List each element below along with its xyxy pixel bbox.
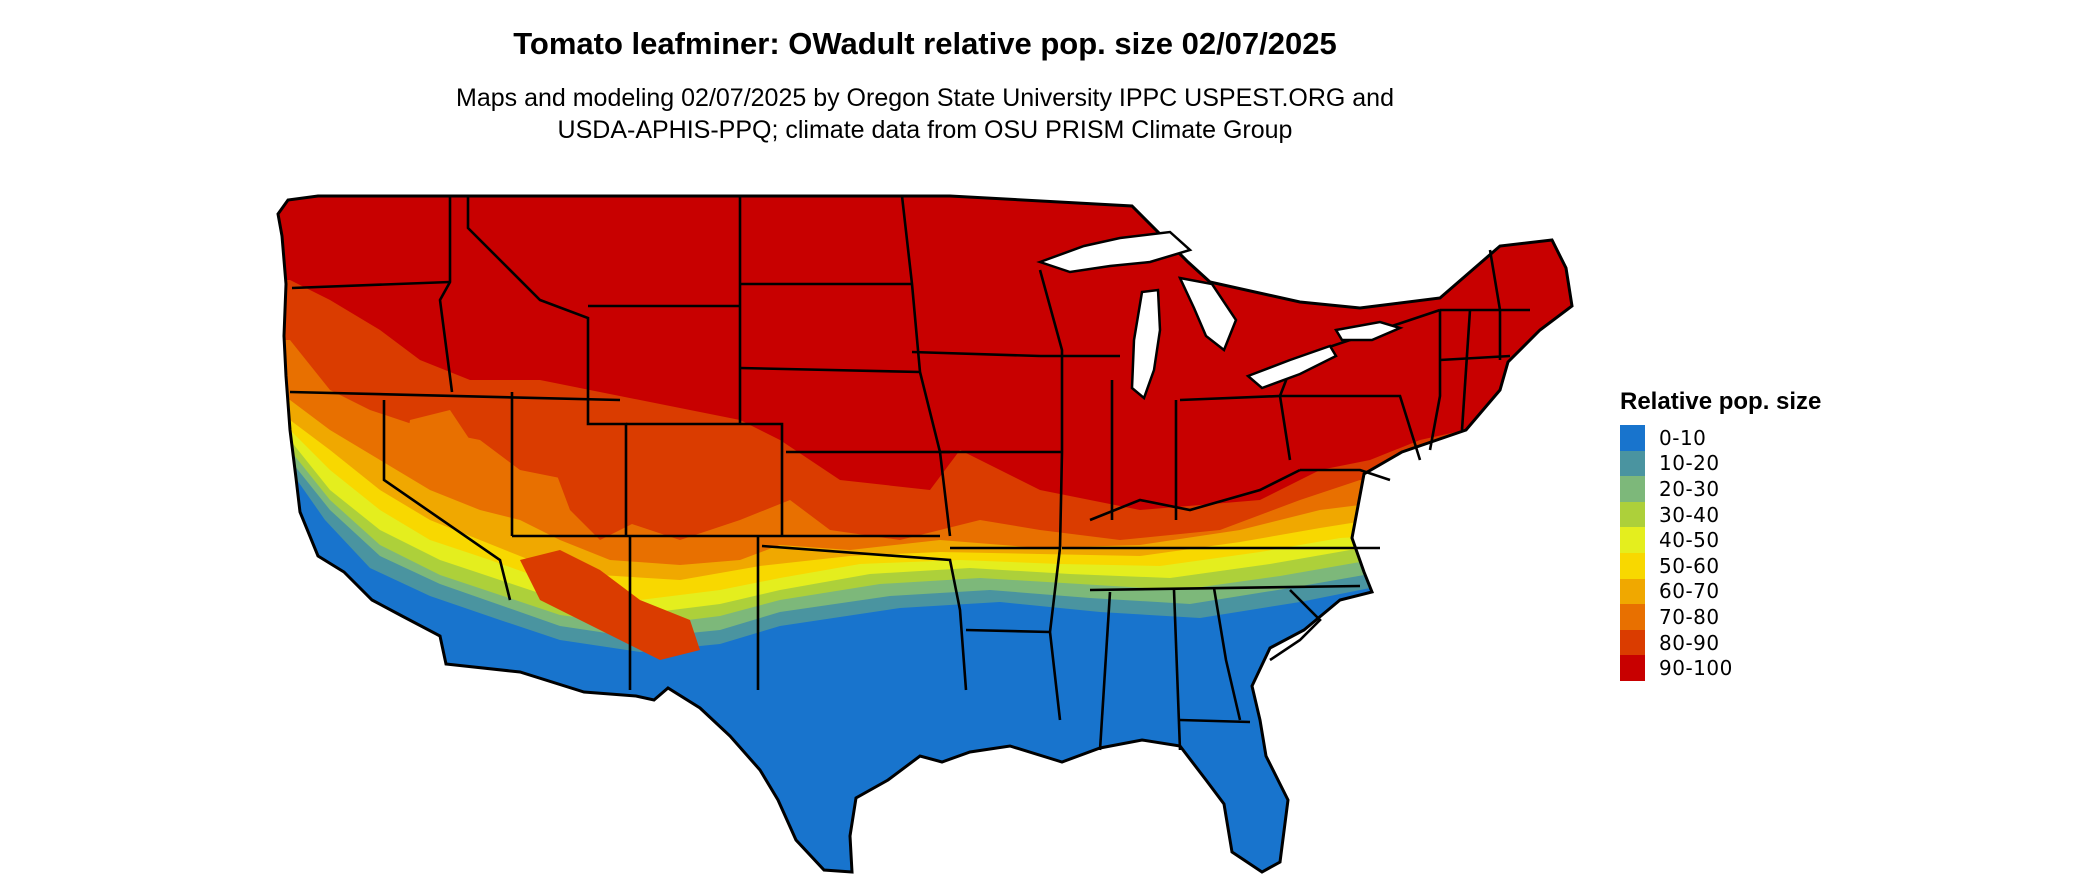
legend-item: 30-40: [1620, 501, 1821, 528]
map-subtitle: Maps and modeling 02/07/2025 by Oregon S…: [0, 82, 1850, 146]
legend-swatch: [1620, 476, 1645, 502]
legend-swatch: [1620, 425, 1645, 451]
legend-item: 50-60: [1620, 552, 1821, 579]
band-70-80-basin: [405, 410, 470, 480]
legend-label: 60-70: [1659, 579, 1720, 604]
legend-swatch: [1620, 655, 1645, 681]
legend-item: 20-30: [1620, 476, 1821, 502]
legend-label: 0-10: [1659, 425, 1707, 450]
state-line: [1172, 589, 1182, 751]
legend-items: 0-10 10-20 20-30 30-40 40-50 50-60 60-70: [1620, 425, 1821, 681]
legend-item: 60-70: [1620, 578, 1821, 605]
lake-superior: [1036, 230, 1193, 274]
state-line: [438, 196, 454, 393]
lake-michigan: [1130, 288, 1162, 401]
band-80-90-arizona: [520, 550, 700, 660]
state-line: [1269, 589, 1322, 662]
legend-label: 80-90: [1659, 630, 1720, 655]
state-line: [1038, 269, 1064, 721]
state-line: [1439, 354, 1511, 362]
state-line: [900, 195, 952, 537]
state-line: [1089, 584, 1361, 592]
lake-ontario: [1333, 320, 1404, 342]
legend-item: 70-80: [1620, 604, 1821, 630]
legend-swatch: [1620, 578, 1645, 605]
state-line: [1428, 310, 1442, 451]
state-line: [911, 350, 1041, 358]
state-line: [739, 366, 921, 374]
great-lakes: [1036, 230, 1404, 401]
state-line: [626, 422, 784, 536]
state-line: [382, 400, 512, 601]
legend-swatch: [1620, 552, 1645, 579]
state-line: [1280, 394, 1422, 461]
state-line: [586, 392, 628, 536]
state-line: [289, 390, 621, 402]
state-line: [291, 280, 451, 290]
band-80-90-rockies: [555, 420, 660, 540]
legend-item: 80-90: [1620, 629, 1821, 656]
state-line: [1300, 468, 1391, 482]
state-line: [1098, 591, 1112, 751]
lake-huron: [1177, 276, 1238, 353]
state-line: [1179, 718, 1251, 724]
legend-swatch: [1620, 527, 1645, 553]
legend-swatch: [1620, 629, 1645, 656]
legend-item: 40-50: [1620, 527, 1821, 553]
state-line: [1212, 587, 1242, 721]
legend-label: 70-80: [1659, 604, 1720, 629]
legend-label: 90-100: [1659, 656, 1733, 681]
subtitle-line-2: USDA-APHIS-PPQ; climate data from OSU PR…: [557, 116, 1293, 144]
state-line: [466, 196, 590, 392]
state-line: [1089, 468, 1301, 522]
legend-label: 50-60: [1659, 553, 1720, 578]
legend: Relative pop. size 0-10 10-20 20-30 30-4…: [1620, 388, 1821, 681]
state-line: [761, 544, 968, 691]
legend-item: 10-20: [1620, 450, 1821, 477]
state-boundaries: [289, 195, 1530, 751]
legend-label: 40-50: [1659, 528, 1720, 553]
legend-item: 0-10: [1620, 425, 1821, 451]
legend-title: Relative pop. size: [1620, 388, 1822, 415]
legend-label: 10-20: [1659, 451, 1720, 476]
state-line: [1488, 249, 1502, 360]
state-line: [965, 628, 1051, 634]
legend-swatch: [1620, 450, 1645, 477]
legend-swatch: [1620, 604, 1645, 630]
legend-item: 90-100: [1620, 655, 1821, 681]
state-line: [1460, 309, 1472, 431]
legend-label: 30-40: [1659, 502, 1720, 527]
subtitle-line-1: Maps and modeling 02/07/2025 by Oregon S…: [456, 84, 1394, 112]
map-title: Tomato leafminer: OWadult relative pop. …: [513, 26, 1337, 61]
legend-label: 20-30: [1659, 476, 1720, 501]
legend-swatch: [1620, 501, 1645, 528]
lake-erie: [1245, 344, 1338, 390]
